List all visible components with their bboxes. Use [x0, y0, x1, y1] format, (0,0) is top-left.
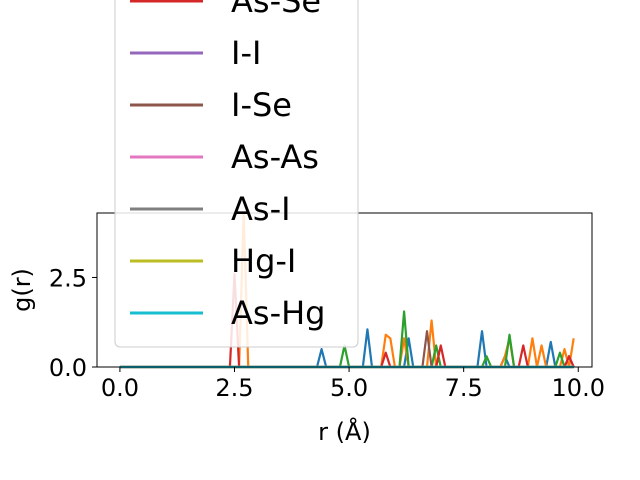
x-axis: 0.0 2.5 5.0 7.5 10.0	[101, 367, 605, 402]
legend-label: As-As	[231, 138, 319, 176]
y-tick-label: 2.5	[49, 264, 87, 292]
legend-label: As-I	[231, 190, 291, 228]
x-tick-label: 0.0	[101, 374, 139, 402]
x-tick-label: 7.5	[445, 374, 483, 402]
y-tick-label: 0.0	[49, 354, 87, 382]
x-tick-label: 10.0	[552, 374, 605, 402]
legend: As-Se I-I I-Se As-As As-I Hg-I As-Hg	[114, 0, 359, 348]
x-tick-label: 5.0	[330, 374, 368, 402]
y-axis-label: g(r)	[8, 268, 36, 312]
x-tick-label: 2.5	[215, 374, 253, 402]
legend-label: I-I	[231, 34, 261, 72]
legend-label: As-Hg	[231, 294, 325, 332]
x-axis-label: r (Å)	[318, 417, 371, 446]
y-axis: 0.0 2.5	[49, 264, 97, 382]
legend-label: I-Se	[231, 86, 292, 124]
legend-label: As-Se	[231, 0, 321, 20]
legend-label: Hg-I	[231, 242, 296, 280]
